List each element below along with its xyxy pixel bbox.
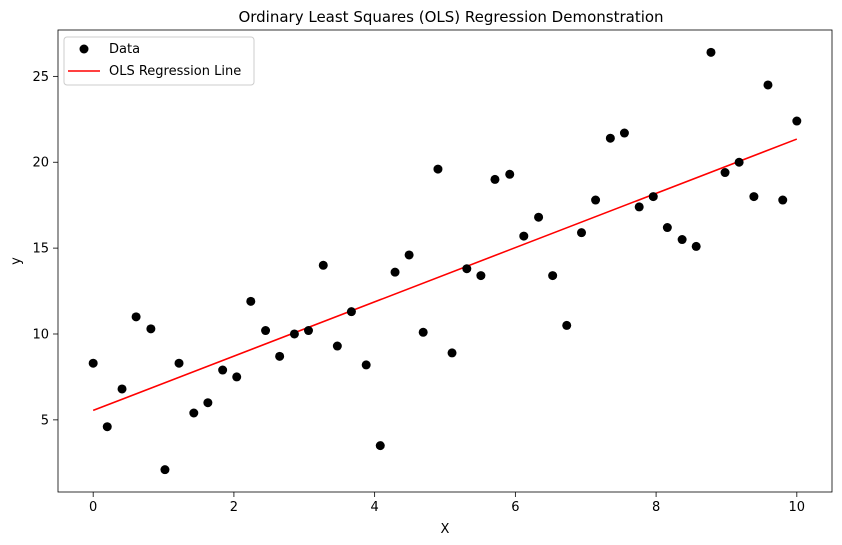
legend-marker-data [79,44,89,54]
x-tick-label: 2 [230,500,238,515]
data-point [548,271,558,281]
y-axis: 5 10 15 20 25 [32,70,58,428]
data-point [390,267,400,277]
data-point [720,168,730,178]
y-tick-label: 20 [32,156,49,171]
data-point [462,264,472,274]
data-point [778,195,788,205]
legend-label-ols-line: OLS Regression Line [109,64,241,79]
data-point [706,47,716,57]
data-point [763,80,773,90]
data-point [303,326,313,336]
data-point [505,169,515,179]
data-point [146,324,156,334]
data-point [117,384,127,394]
data-point [189,408,199,418]
data-point [361,360,371,370]
x-tick-label: 4 [370,500,378,515]
y-tick-label: 10 [32,327,49,342]
data-point [160,465,170,475]
data-point [418,327,428,337]
data-point [261,326,271,336]
data-point [433,164,443,174]
data-point [318,260,328,270]
regression-layer [92,138,798,412]
y-axis-label: y [9,257,24,265]
data-point [677,235,687,245]
data-point [447,348,457,358]
data-point [102,422,112,432]
data-point [246,296,256,306]
legend: Data OLS Regression Line [63,36,255,86]
x-axis-label: X [441,522,450,537]
data-point [289,329,299,339]
x-tick-label: 0 [89,500,97,515]
x-axis: 0 2 4 6 8 10 [89,492,805,515]
plot-area-frame [57,29,833,493]
data-point [88,358,98,368]
data-point [562,320,572,330]
y-tick-label: 25 [32,70,49,85]
y-tick-label: 15 [32,242,49,257]
data-point [404,250,414,260]
data-point [203,398,213,408]
data-point [619,128,629,138]
legend-label-data: Data [109,42,140,57]
legend-box [63,36,255,86]
data-point [534,212,544,222]
data-point [734,157,744,167]
data-point [662,223,672,233]
data-point [605,133,615,143]
data-point [792,116,802,126]
x-tick-label: 6 [511,500,519,515]
data-point [131,312,141,322]
ols-regression-line [92,138,798,412]
data-points [88,47,802,475]
data-point [476,271,486,281]
data-point [332,341,342,351]
data-point [591,195,601,205]
data-point [232,372,242,382]
data-point [519,231,529,241]
x-tick-label: 10 [789,500,806,515]
data-point [749,192,759,202]
data-point [375,441,385,451]
data-point [490,174,500,184]
data-point [634,202,644,212]
data-point [648,192,658,202]
y-tick-label: 5 [41,413,49,428]
x-tick-label: 8 [652,500,660,515]
data-point [691,241,701,251]
data-point [275,351,285,361]
data-point [346,307,356,317]
chart-title: Ordinary Least Squares (OLS) Regression … [238,8,663,26]
data-point [577,228,587,238]
data-point [174,358,184,368]
data-point [218,365,228,375]
